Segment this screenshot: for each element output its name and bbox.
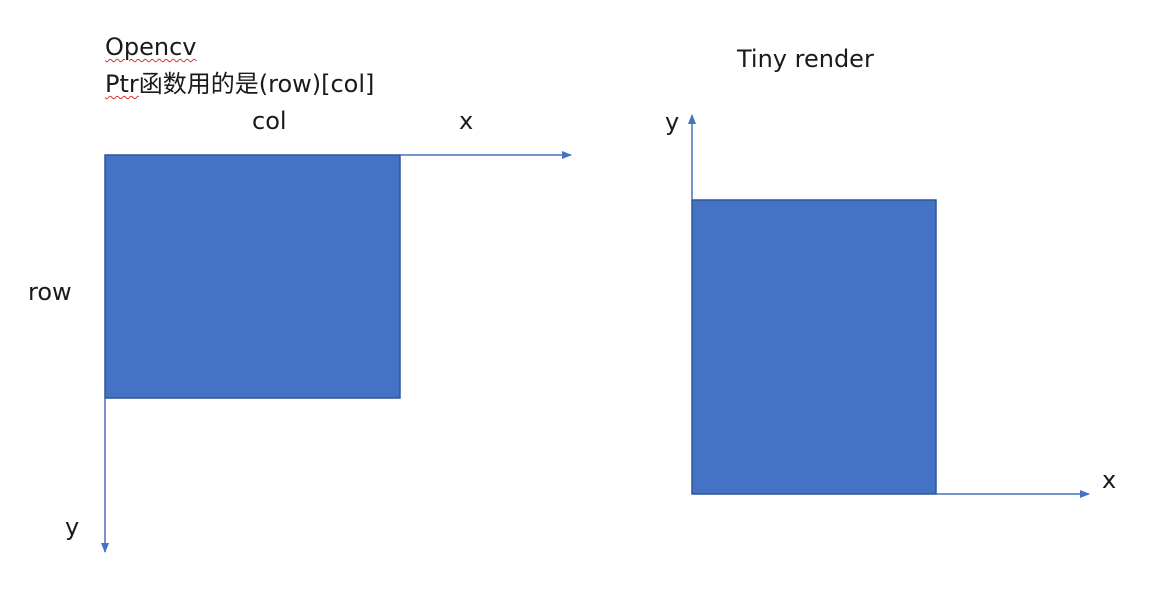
opencv-ptr-word: Ptr <box>105 70 139 98</box>
opencv-y-axis-label: y <box>65 513 80 541</box>
opencv-x-axis-label: x <box>459 107 474 135</box>
tinyrender-title: Tiny render <box>737 45 874 73</box>
opencv-col-label: col <box>252 107 287 135</box>
opencv-ptr-note: Ptr函数用的是(row)[col] <box>105 72 374 96</box>
tinyrender-x-axis-label: x <box>1102 466 1117 494</box>
opencv-row-label: row <box>28 278 72 306</box>
opencv-title-text: Opencv <box>105 33 197 61</box>
tinyrender-y-axis-label: y <box>665 108 680 136</box>
opencv-title: Opencv <box>105 35 197 59</box>
opencv-image-rect <box>104 154 401 399</box>
tinyrender-image-rect <box>691 199 937 495</box>
opencv-ptr-note-rest: 函数用的是(row)[col] <box>138 70 375 98</box>
